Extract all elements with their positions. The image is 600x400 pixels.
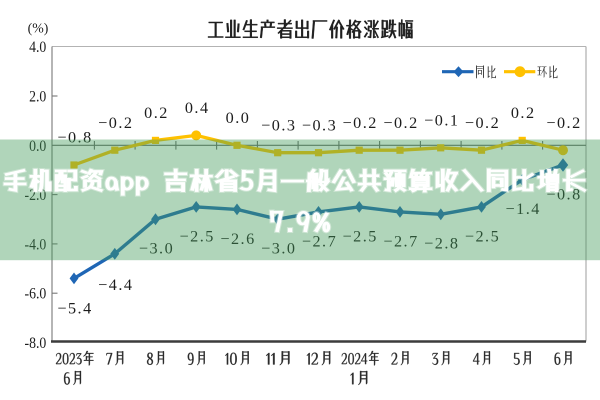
- svg-text:-6.0: -6.0: [25, 286, 47, 303]
- svg-text:−4.4: −4.4: [98, 276, 133, 294]
- svg-text:−3.0: −3.0: [261, 240, 296, 258]
- svg-text:−3.0: −3.0: [139, 240, 174, 258]
- svg-text:−0.3: −0.3: [261, 116, 296, 134]
- svg-text:0.0: 0.0: [226, 109, 251, 127]
- svg-text:-4.0: -4.0: [25, 236, 47, 253]
- svg-text:−0.8: −0.8: [57, 129, 92, 147]
- svg-text:-8.0: -8.0: [25, 335, 47, 352]
- svg-text:0.2: 0.2: [144, 104, 169, 122]
- svg-text:−2.5: −2.5: [465, 227, 500, 245]
- svg-text:0.4: 0.4: [185, 99, 210, 117]
- svg-text:−2.6: −2.6: [220, 230, 255, 248]
- svg-text:−0.2: −0.2: [465, 114, 500, 132]
- svg-text:−0.2: −0.2: [343, 114, 378, 132]
- svg-text:−0.2: −0.2: [546, 114, 581, 132]
- svg-text:2.0: 2.0: [29, 89, 46, 106]
- svg-text:−0.2: −0.2: [98, 114, 133, 132]
- svg-text:−2.7: −2.7: [383, 232, 418, 250]
- svg-text:0.0: 0.0: [29, 138, 46, 155]
- svg-text:4.0: 4.0: [29, 39, 46, 56]
- svg-text:−0.1: −0.1: [424, 112, 459, 130]
- svg-text:−0.2: −0.2: [383, 114, 418, 132]
- svg-text:−2.8: −2.8: [424, 235, 459, 253]
- svg-text:−1.4: −1.4: [506, 200, 541, 218]
- svg-text:−5.4: −5.4: [57, 299, 92, 317]
- svg-text:(%): (%): [28, 21, 49, 37]
- svg-text:0.2: 0.2: [511, 104, 536, 122]
- svg-text:−2.7: −2.7: [302, 232, 337, 250]
- svg-text:−2.5: −2.5: [180, 227, 215, 245]
- svg-text:−0.3: −0.3: [302, 116, 337, 134]
- svg-text:−2.5: −2.5: [343, 227, 378, 245]
